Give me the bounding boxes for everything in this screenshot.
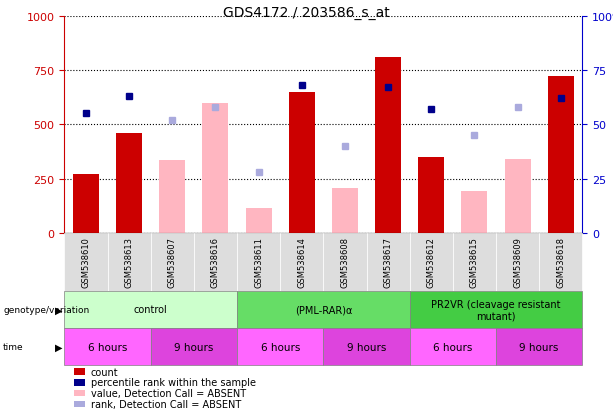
Text: time: time — [3, 342, 24, 351]
Bar — [246, 209, 272, 233]
Text: 6 hours: 6 hours — [88, 342, 128, 352]
Text: GSM538614: GSM538614 — [297, 237, 306, 287]
Bar — [289, 93, 314, 233]
Text: GSM538613: GSM538613 — [124, 237, 134, 288]
Bar — [462, 191, 487, 233]
Text: 9 hours: 9 hours — [347, 342, 386, 352]
Text: GSM538618: GSM538618 — [556, 237, 565, 288]
Text: 6 hours: 6 hours — [261, 342, 300, 352]
Bar — [202, 103, 229, 233]
Text: GSM538607: GSM538607 — [168, 237, 177, 288]
Text: GSM538609: GSM538609 — [513, 237, 522, 287]
Text: GDS4172 / 203586_s_at: GDS4172 / 203586_s_at — [223, 6, 390, 20]
Bar — [548, 77, 574, 233]
Text: (PML-RAR)α: (PML-RAR)α — [295, 305, 352, 315]
Text: ▶: ▶ — [55, 305, 63, 315]
Bar — [418, 157, 444, 233]
Bar — [116, 134, 142, 233]
Text: rank, Detection Call = ABSENT: rank, Detection Call = ABSENT — [91, 399, 241, 409]
Bar — [332, 189, 358, 233]
Text: PR2VR (cleavage resistant
mutant): PR2VR (cleavage resistant mutant) — [432, 299, 561, 320]
Text: genotype/variation: genotype/variation — [3, 305, 89, 314]
Text: GSM538610: GSM538610 — [82, 237, 91, 287]
Text: GSM538617: GSM538617 — [384, 237, 392, 288]
Text: GSM538616: GSM538616 — [211, 237, 220, 288]
Text: GSM538608: GSM538608 — [340, 237, 349, 288]
Text: GSM538611: GSM538611 — [254, 237, 263, 287]
Bar — [375, 58, 401, 233]
Text: 6 hours: 6 hours — [433, 342, 473, 352]
Bar — [504, 159, 530, 233]
Text: 9 hours: 9 hours — [174, 342, 213, 352]
Text: 9 hours: 9 hours — [519, 342, 559, 352]
Text: GSM538612: GSM538612 — [427, 237, 436, 287]
Text: count: count — [91, 367, 118, 377]
Bar — [159, 161, 185, 233]
Bar — [73, 175, 99, 233]
Text: percentile rank within the sample: percentile rank within the sample — [91, 377, 256, 387]
Text: control: control — [134, 305, 167, 315]
Text: value, Detection Call = ABSENT: value, Detection Call = ABSENT — [91, 388, 246, 398]
Text: GSM538615: GSM538615 — [470, 237, 479, 287]
Text: ▶: ▶ — [55, 342, 63, 352]
